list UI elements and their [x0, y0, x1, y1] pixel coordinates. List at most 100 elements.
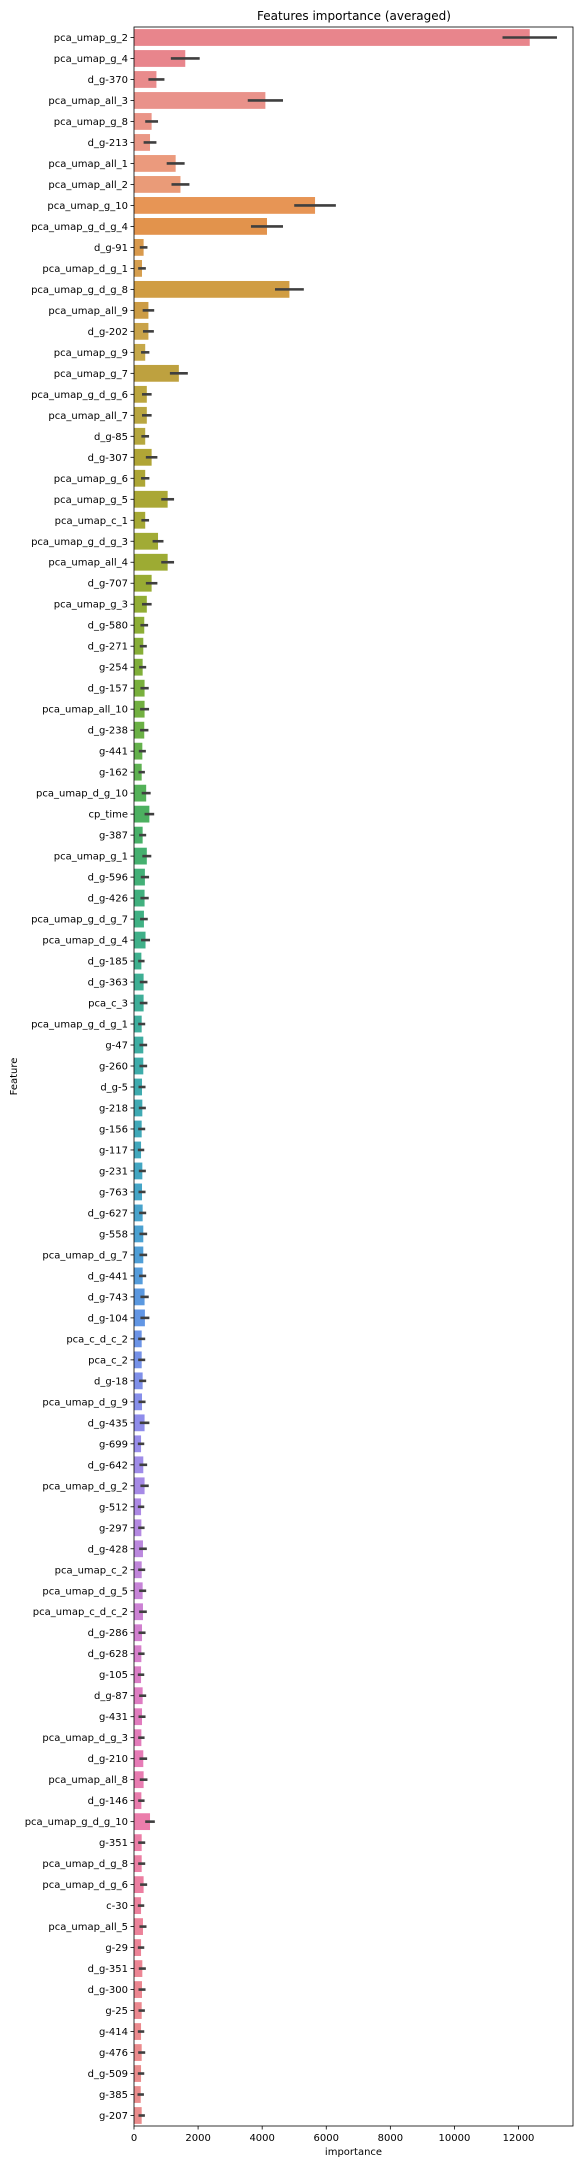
y-tick-label: d_g-642 [88, 1460, 128, 1471]
y-tick-label: pca_umap_g_1 [54, 852, 128, 863]
bar-pca_umap_all_7 [134, 406, 147, 424]
y-tick-label: pca_umap_d_g_5 [42, 1586, 128, 1597]
bar-pca_umap_g_d_g_3 [134, 532, 159, 550]
y-tick-label: pca_umap_g_d_g_1 [31, 1020, 128, 1031]
y-tick-label: d_g-596 [88, 873, 128, 884]
y-tick-label: g-47 [105, 1041, 128, 1052]
y-tick-label: pca_umap_g_2 [54, 33, 128, 44]
y-tick-label: pca_umap_all_3 [48, 96, 128, 107]
y-tick-label: g-231 [99, 1166, 128, 1177]
y-tick-label: pca_umap_d_g_4 [42, 936, 128, 947]
bar-pca_umap_g_2 [134, 29, 530, 46]
y-tick-label: pca_umap_g_d_g_4 [31, 222, 128, 233]
bar-pca_umap_g_d_g_7 [134, 910, 144, 928]
bar-d_g-351 [134, 1960, 143, 1977]
bar-pca_umap_d_g_2 [134, 1477, 145, 1495]
x-tick-label: 0 [131, 2133, 137, 2144]
y-tick-label: d_g-91 [94, 243, 128, 254]
y-tick-label: g-763 [99, 1187, 128, 1198]
bar-d_g-428 [134, 1540, 143, 1558]
bar-g-25 [134, 2002, 142, 2019]
bar-d_g-5 [134, 1078, 143, 1096]
y-tick-label: d_g-435 [88, 1418, 128, 1429]
x-tick-label: 12000 [503, 2133, 535, 2144]
y-tick-label: g-414 [99, 2027, 128, 2038]
y-tick-label: pca_umap_d_g_1 [42, 264, 128, 275]
bar-pca_umap_g_5 [134, 490, 168, 508]
bar-d_g-238 [134, 721, 145, 739]
bar-d_g-210 [134, 1750, 144, 1768]
bar-pca_umap_g_1 [134, 847, 147, 865]
bar-d_g-202 [134, 322, 149, 340]
y-tick-label: g-385 [99, 2090, 128, 2101]
y-tick-label: pca_umap_all_7 [48, 411, 128, 422]
y-tick-label: pca_umap_c_d_c_2 [33, 1607, 128, 1618]
bar-pca_c_d_c_2 [134, 1330, 142, 1348]
bar-d_g-707 [134, 574, 152, 592]
bar-g-162 [134, 763, 142, 781]
x-tick-label: 2000 [185, 2133, 210, 2144]
y-tick-label: d_g-509 [88, 2069, 128, 2080]
y-tick-label: d_g-18 [94, 1376, 128, 1387]
y-tick-label: pca_umap_g_d_g_10 [25, 1817, 128, 1828]
bar-d_g-146 [134, 1792, 142, 1810]
bar-pca_umap_c_d_c_2 [134, 1603, 143, 1621]
y-tick-label: d_g-580 [88, 621, 128, 632]
x-tick-label: 4000 [249, 2133, 274, 2144]
bar-g-512 [134, 1498, 142, 1516]
bar-d_g-426 [134, 889, 145, 907]
y-tick-label: d_g-271 [88, 642, 128, 653]
bar-d_g-85 [134, 427, 146, 445]
bar-pca_umap_d_g_9 [134, 1393, 143, 1411]
y-tick-label: d_g-707 [88, 579, 128, 590]
y-tick-label: d_g-286 [88, 1628, 128, 1639]
y-tick-label: pca_umap_g_10 [47, 201, 128, 212]
y-tick-label: g-162 [99, 768, 128, 779]
bar-d_g-157 [134, 679, 145, 697]
bar-d_g-87 [134, 1687, 143, 1705]
y-tick-label: pca_umap_all_9 [48, 306, 128, 317]
y-tick-label: g-207 [99, 2111, 128, 2122]
bar-d_g-91 [134, 238, 144, 256]
y-tick-label: pca_umap_g_d_g_7 [31, 915, 128, 926]
bar-g-117 [134, 1141, 142, 1159]
y-tick-label: g-260 [99, 1062, 128, 1073]
y-tick-label: d_g-300 [88, 1985, 128, 1996]
bar-pca_umap_d_g_10 [134, 784, 147, 802]
bar-d_g-743 [134, 1288, 145, 1306]
y-tick-label: g-351 [99, 1838, 128, 1849]
plot-frame [133, 26, 574, 2127]
bar-g-156 [134, 1120, 142, 1138]
y-tick-label: pca_umap_all_2 [48, 180, 128, 191]
y-tick-label: pca_umap_d_g_2 [42, 1481, 128, 1492]
y-tick-label: pca_c_2 [88, 1355, 128, 1366]
bar-pca_umap_g_10 [134, 197, 316, 214]
bar-g-414 [134, 2023, 142, 2040]
y-tick-label: d_g-426 [88, 894, 128, 905]
y-tick-label: pca_umap_all_8 [48, 1775, 128, 1786]
bar-d_g-509 [134, 2065, 142, 2082]
y-tick-label: g-156 [99, 1124, 128, 1135]
bar-d_g-307 [134, 448, 152, 466]
y-tick-label: d_g-146 [88, 1796, 128, 1807]
bar-pca_umap_d_g_5 [134, 1582, 143, 1600]
bar-d_g-300 [134, 1981, 143, 1998]
y-tick-label: d_g-428 [88, 1544, 128, 1555]
bar-g-385 [134, 2086, 141, 2103]
bar-pca_umap_g_8 [134, 113, 152, 130]
y-tick-label: g-387 [99, 831, 128, 842]
bar-d_g-18 [134, 1372, 143, 1390]
y-tick-label: g-297 [99, 1523, 128, 1534]
y-tick-label: pca_umap_g_8 [54, 117, 128, 128]
bar-pca_c_3 [134, 994, 144, 1012]
y-tick-label: g-699 [99, 1439, 128, 1450]
y-tick-label: pca_umap_all_4 [48, 558, 128, 569]
bar-d_g-435 [134, 1414, 145, 1432]
bar-g-476 [134, 2044, 142, 2061]
bar-d_g-642 [134, 1456, 144, 1474]
bar-d_g-370 [134, 71, 157, 88]
y-tick-label: g-105 [99, 1670, 128, 1681]
y-tick-label: d_g-743 [88, 1292, 128, 1303]
bar-pca_umap_g_4 [134, 50, 186, 67]
